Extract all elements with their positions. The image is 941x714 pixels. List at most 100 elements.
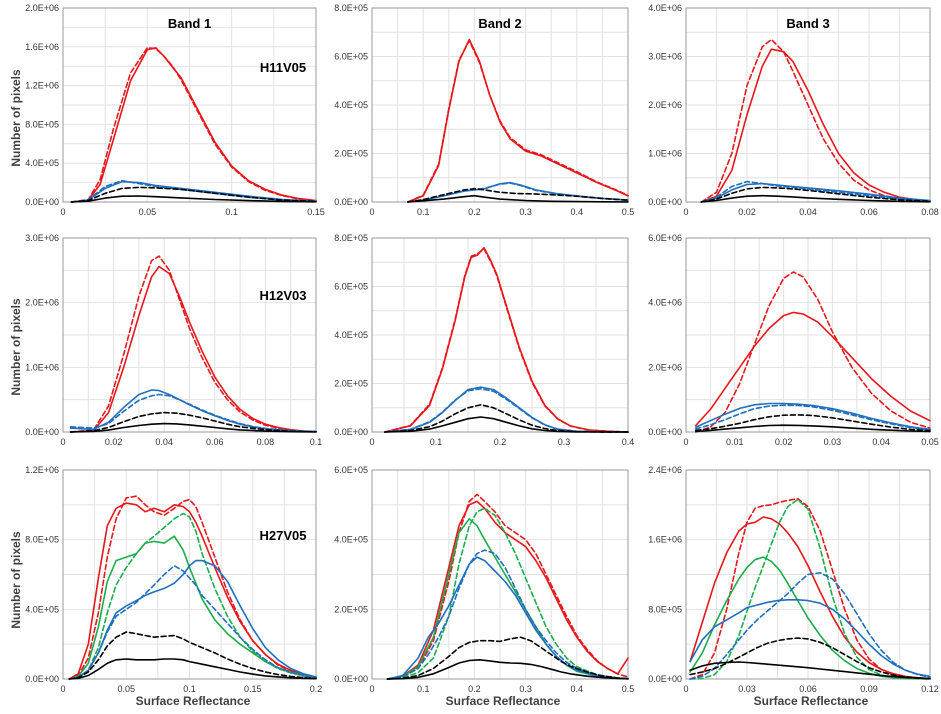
y-axis-label-row-2: Number of pixels [9, 298, 23, 396]
plot-frame [371, 469, 629, 680]
y-tick-label: 0.0E+00 [334, 674, 368, 684]
series-black-solid-line [700, 194, 931, 203]
series-red-dashed-line [689, 497, 931, 680]
series-red-dashed-line [68, 495, 317, 680]
plot-frame [685, 237, 931, 433]
y-tick-label: 8.0E+05 [648, 604, 682, 614]
tile-label: H11V05 [260, 60, 306, 75]
y-axis-label-row-1: Number of pixels [9, 69, 23, 167]
x-axis-label-col-3: Surface Reflectance [754, 694, 869, 708]
y-tick-label: 6.0E+06 [648, 233, 682, 243]
chart-panel-5: 0.0E+00 2.0E+05 4.0E+05 6.0E+05 8.0E+05 0 0.1 0… [334, 233, 634, 447]
x-tick-label: 0.05 [921, 437, 939, 447]
x-tick-label: 0.06 [799, 684, 817, 694]
y-tick-label: 1.6E+06 [648, 535, 682, 545]
y-tick-label: 6.0E+05 [334, 465, 368, 475]
y-tick-label: 4.0E+05 [334, 535, 368, 545]
x-tick-label: 0.04 [799, 207, 817, 217]
series-red-dashed-line [69, 255, 317, 433]
y-tick-label: 4.0E+05 [334, 100, 368, 110]
series-black-solid-line [68, 658, 317, 680]
series-red-dashed-line [407, 39, 629, 203]
panel-title: Band 2 [478, 16, 521, 31]
x-tick-label: 0.04 [872, 437, 890, 447]
plot-frame [62, 469, 317, 680]
series-red-solid-line [689, 516, 931, 680]
y-tick-label: 0.0E+00 [25, 197, 59, 207]
y-tick-label: 8.0E+05 [334, 3, 368, 13]
series-red-solid-line [700, 48, 931, 203]
series-blue-dashed-line [386, 549, 629, 680]
chart-panel-1: 0.0E+00 4.0E+05 8.0E+05 1.2E+06 1.6E+06 2.0E+… [25, 3, 325, 217]
plot-frame [371, 7, 629, 203]
y-tick-label: 2.0E+06 [648, 362, 682, 372]
series-red-solid-line [386, 500, 629, 680]
series-blue-solid-line [695, 402, 931, 431]
y-axis-label-row-3: Number of pixels [9, 531, 23, 629]
x-tick-label: 0.4 [571, 207, 584, 217]
series-blue-solid-line [68, 559, 317, 680]
chart-panel-7: 0.0E+00 4.0E+05 8.0E+05 1.2E+06 0 0.05 0.1 0.15… [25, 465, 322, 694]
series-red-solid-line [384, 246, 629, 433]
series-black-dashed-line [407, 187, 629, 203]
series-black-dashed-line [700, 186, 931, 203]
series-black-dashed-line [68, 631, 317, 680]
y-tick-label: 0.0E+00 [334, 427, 368, 437]
chart-panel-6: 0.0E+00 2.0E+06 4.0E+06 6.0E+06 0 0.01 0.02 0.0… [648, 233, 939, 447]
series-black-dashed-line [384, 404, 629, 433]
y-tick-label: 3.0E+06 [648, 52, 682, 62]
x-tick-label: 0.05 [139, 207, 157, 217]
series-blue-solid-line [700, 182, 931, 203]
y-tick-label: 4.0E+06 [648, 298, 682, 308]
y-tick-label: 6.0E+05 [334, 52, 368, 62]
y-tick-label: 0.0E+00 [334, 197, 368, 207]
series-black-solid-line [384, 416, 629, 433]
y-tick-label: 0.0E+00 [648, 197, 682, 207]
y-tick-label: 8.0E+05 [334, 233, 368, 243]
x-tick-label: 0.1 [310, 437, 323, 447]
chart-panel-9: 0.0E+00 8.0E+05 1.6E+06 2.4E+06 0 0.03 0.06 0.0… [648, 465, 939, 694]
x-tick-label: 0.09 [860, 684, 878, 694]
x-tick-label: 0 [60, 684, 65, 694]
x-tick-label: 0 [60, 207, 65, 217]
series-blue-solid-line [384, 386, 629, 433]
x-tick-label: 0.1 [183, 684, 196, 694]
series-green-dashed-line [689, 498, 931, 680]
x-tick-label: 0.04 [155, 437, 173, 447]
series-red-solid-line [695, 311, 931, 427]
y-tick-label: 0.0E+00 [25, 427, 59, 437]
y-tick-label: 1.2E+06 [25, 81, 59, 91]
series-black-solid-line [689, 661, 931, 680]
x-tick-label: 0.06 [206, 437, 224, 447]
chart-panel-8: 0.0E+00 2.0E+05 4.0E+05 6.0E+05 0 0.1 0.2 0.3 0.… [334, 465, 634, 694]
y-tick-label: 1.0E+06 [648, 149, 682, 159]
x-tick-label: 0 [369, 437, 374, 447]
x-tick-label: 0.3 [558, 437, 571, 447]
series-blue-dashed-line [70, 179, 317, 203]
x-tick-label: 0 [369, 684, 374, 694]
series-black-solid-line [386, 659, 629, 680]
x-tick-label: 0.1 [417, 207, 430, 217]
series-black-solid-line [69, 422, 317, 433]
series-black-dashed-line [70, 186, 317, 203]
series-black-solid-line [695, 424, 931, 433]
x-tick-label: 0.06 [860, 207, 878, 217]
series-blue-solid-line [70, 180, 317, 203]
x-tick-label: 0.15 [244, 684, 262, 694]
y-tick-label: 2.4E+06 [648, 465, 682, 475]
y-tick-label: 2.0E+06 [25, 3, 59, 13]
chart-panel-2: 0.0E+00 2.0E+05 4.0E+05 6.0E+05 8.0E+05 0 0.1 0… [334, 3, 634, 217]
y-tick-label: 0.0E+00 [648, 427, 682, 437]
tile-label: H27V05 [260, 528, 307, 543]
series-blue-dashed-line [689, 572, 931, 680]
x-tick-label: 0 [683, 207, 688, 217]
series-red-solid-line [70, 47, 317, 203]
series-black-dashed-line [386, 636, 629, 680]
y-tick-label: 1.0E+06 [25, 362, 59, 372]
x-tick-label: 0 [683, 437, 688, 447]
x-tick-label: 0 [60, 437, 65, 447]
x-tick-label: 0.2 [468, 684, 481, 694]
y-tick-label: 0.0E+00 [25, 674, 59, 684]
x-tick-label: 0.01 [726, 437, 744, 447]
